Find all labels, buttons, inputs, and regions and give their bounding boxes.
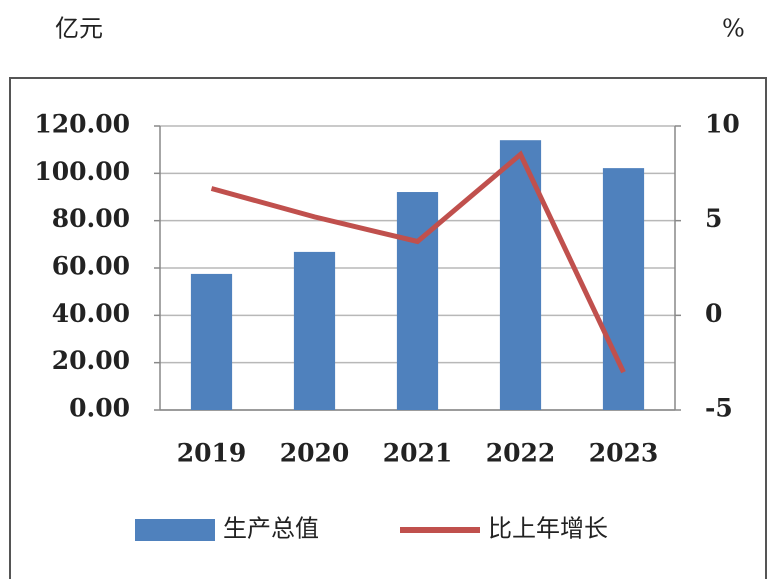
y2-axis-unit: % xyxy=(722,15,745,43)
y2-tick-label: -5 xyxy=(705,394,733,423)
x-tick-label: 2019 xyxy=(177,439,247,468)
bar xyxy=(396,192,439,410)
line xyxy=(210,150,626,374)
legend-label: 比上年增长 xyxy=(488,515,608,543)
y-tick-label: 20.00 xyxy=(52,346,130,375)
y-tick-label: 120.00 xyxy=(34,110,130,139)
y2-tick-label: 10 xyxy=(705,110,740,139)
legend-label: 生产总值 xyxy=(223,515,319,543)
bar xyxy=(190,273,233,410)
y-tick-label: 80.00 xyxy=(52,204,130,233)
y-tick-label: 100.00 xyxy=(34,157,130,186)
x-tick-label: 2022 xyxy=(486,439,556,468)
x-tick-label: 2020 xyxy=(280,439,350,468)
bar xyxy=(293,251,336,410)
x-tick-label: 2023 xyxy=(589,439,659,468)
y2-tick-label: 0 xyxy=(705,299,722,328)
bar xyxy=(602,168,645,410)
y2-tick-label: 5 xyxy=(705,204,722,233)
y-tick-label: 0.00 xyxy=(69,394,130,423)
x-tick-label: 2021 xyxy=(383,439,453,468)
chart-frame xyxy=(9,77,767,579)
y-tick-label: 60.00 xyxy=(52,252,130,281)
y-tick-label: 40.00 xyxy=(52,299,130,328)
y-axis-unit: 亿元 xyxy=(55,15,103,43)
legend-swatch xyxy=(135,519,215,541)
